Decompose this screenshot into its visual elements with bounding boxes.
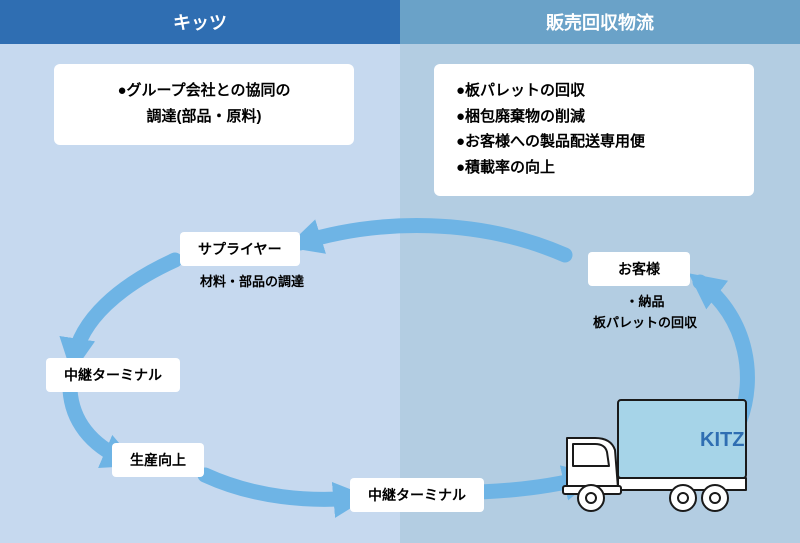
node-production: 生産向上 (112, 443, 204, 477)
right-bullet-4: ●積載率の向上 (456, 155, 732, 181)
svg-text:KITZ: KITZ (700, 429, 744, 451)
node-supplier: サプライヤー (180, 232, 300, 266)
left-panel-header: キッツ (0, 0, 400, 44)
right-bullet-3: ●お客様への製品配送専用便 (456, 129, 732, 155)
node-relay-terminal-2: 中継ターミナル (350, 478, 484, 512)
caption-customer-line1: ・納品 (565, 292, 725, 313)
node-relay-terminal-1: 中継ターミナル (46, 358, 180, 392)
right-bullet-1: ●板パレットの回収 (456, 78, 732, 104)
left-info-box: ●グループ会社との協同の 調達(部品・原料) (54, 64, 354, 145)
left-info-line1: ●グループ会社との協同の (76, 78, 332, 104)
right-panel-header: 販売回収物流 (400, 0, 800, 44)
caption-customer-line2: 板パレットの回収 (565, 313, 725, 334)
right-bullet-2: ●梱包廃棄物の削減 (456, 104, 732, 130)
caption-customer: ・納品 板パレットの回収 (565, 292, 725, 334)
diagram-canvas: キッツ 販売回収物流 ●グループ会社との協同の 調達(部品・原料) ●板パレット… (0, 0, 800, 543)
node-customer: お客様 (588, 252, 690, 286)
caption-supplier: 材料・部品の調達 (200, 272, 304, 293)
truck-icon: KITZ (555, 388, 755, 518)
left-info-line2: 調達(部品・原料) (76, 104, 332, 130)
right-info-box: ●板パレットの回収 ●梱包廃棄物の削減 ●お客様への製品配送専用便 ●積載率の向… (434, 64, 754, 196)
